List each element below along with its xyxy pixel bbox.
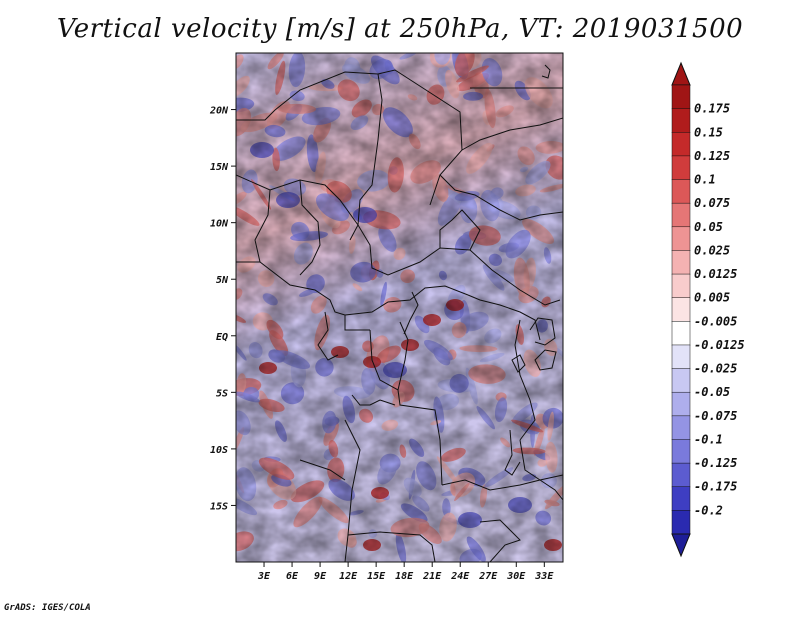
colorbar-segment: [671, 155, 691, 181]
colorbar-segment: [671, 368, 691, 393]
colorbar-label: 0.0125: [694, 267, 737, 281]
colorbar-bottom-arrow: [671, 533, 691, 558]
colorbar-top-arrow: [671, 61, 691, 86]
colorbar-segment: [671, 321, 691, 346]
lon-tick-label: 15E: [367, 571, 386, 582]
colorbar-label: -0.025: [694, 362, 737, 376]
lon-tick-label: 9E: [314, 571, 327, 582]
colorbar-segment: [671, 273, 691, 299]
plot-frame: [235, 52, 564, 563]
colorbar-segment: [671, 462, 691, 488]
lat-tick-label: 15N: [210, 162, 229, 173]
colorbar-segment: [671, 108, 691, 133]
colorbar-segment: [671, 84, 691, 110]
chart-title: Vertical velocity [m/s] at 250hPa, VT: 2…: [56, 14, 744, 44]
lon-tick-label: 6E: [286, 571, 299, 582]
lat-tick-label: 10N: [210, 219, 229, 230]
colorbar-segment: [671, 510, 691, 535]
colorbar-label: -0.075: [694, 409, 737, 423]
lon-tick-label: 24E: [450, 571, 470, 582]
colorbar-label: 0.075: [694, 196, 730, 210]
colorbar-label: -0.175: [694, 480, 737, 494]
colorbar: 0.175 0.15 0.125 0.1 0.075 0.05 0.025 0.0125 0.0…: [671, 61, 745, 558]
lon-tick-label: 33E: [534, 571, 554, 582]
lon-tick-label: 3E: [257, 571, 271, 582]
longitude-axis: 3E 6E 9E 12E 15E 18E 21E 24E 27E 30E 33E: [257, 562, 554, 582]
grads-credit: GrADS: IGES/COLA: [4, 603, 91, 613]
colorbar-label: 0.1: [694, 173, 716, 187]
lon-tick-label: 12E: [339, 571, 358, 582]
lat-tick-label: 10S: [210, 445, 228, 456]
colorbar-label: -0.05: [694, 385, 730, 399]
velocity-field: [236, 53, 563, 562]
colorbar-segment: [671, 344, 691, 370]
lon-tick-label: 27E: [478, 571, 498, 582]
colorbar-segment: [671, 391, 691, 417]
colorbar-segment: [671, 415, 691, 441]
colorbar-label: -0.1: [694, 432, 723, 446]
latitude-axis: 20N 15N 10N 5N EQ 5S 10S 15S: [209, 106, 236, 512]
colorbar-segment: [671, 439, 691, 464]
colorbar-segment: [671, 132, 691, 157]
colorbar-label: -0.005: [694, 314, 737, 328]
colorbar-label: 0.15: [694, 125, 723, 139]
lat-tick-label: 20N: [209, 106, 229, 117]
colorbar-label: 0.005: [694, 291, 730, 305]
colorbar-label: -0.2: [694, 503, 723, 517]
colorbar-label: 0.025: [694, 243, 730, 257]
colorbar-segment: [671, 250, 691, 275]
lat-tick-label: 5S: [216, 388, 228, 399]
colorbar-segment: [671, 202, 691, 228]
lat-tick-label: 5N: [216, 275, 229, 286]
colorbar-segment: [671, 179, 691, 204]
colorbar-segment: [671, 486, 691, 511]
colorbar-label: 0.175: [694, 102, 730, 116]
country-borders: [236, 64, 563, 562]
lon-tick-label: 18E: [395, 571, 414, 582]
colorbar-label: -0.0125: [694, 338, 745, 352]
lat-tick-label: EQ: [216, 332, 228, 343]
lon-tick-label: 21E: [422, 571, 442, 582]
colorbar-label: 0.125: [694, 149, 730, 163]
colorbar-segment: [671, 297, 691, 322]
colorbar-segment: [671, 226, 691, 251]
lon-tick-label: 30E: [506, 571, 526, 582]
lat-tick-label: 15S: [210, 501, 228, 512]
colorbar-label: -0.125: [694, 456, 737, 470]
colorbar-label: 0.05: [694, 220, 723, 234]
